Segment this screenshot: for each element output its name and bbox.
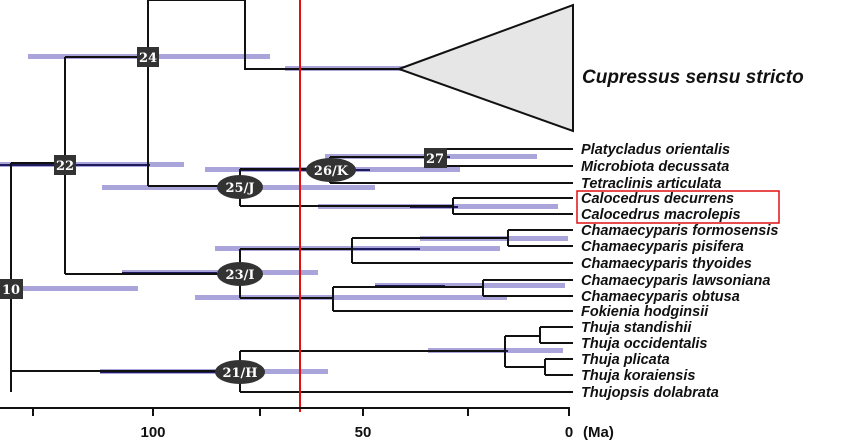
taxon-label: Calocedrus macrolepis xyxy=(581,207,741,223)
node-label: 22 xyxy=(56,159,74,174)
time-axis: 100 50 0 (Ma) xyxy=(0,407,614,441)
taxon-label: Fokienia hodginsii xyxy=(581,304,709,320)
taxon-label: Microbiota decussata xyxy=(581,159,729,175)
taxon-label: Thuja standishii xyxy=(581,320,692,336)
node-label: 10 xyxy=(2,283,20,298)
calocedrus-highlight-box xyxy=(576,190,780,224)
taxon-labels: Cupressus sensu stricto Platycladus orie… xyxy=(581,67,804,401)
taxon-label: Chamaecyparis lawsoniana xyxy=(581,273,770,289)
hpd-bar xyxy=(0,286,138,291)
node-label: 24 xyxy=(139,51,157,66)
node-label-ellipse xyxy=(215,360,265,384)
hpd-bar-core xyxy=(320,248,420,250)
taxon-label: Chamaecyparis pisifera xyxy=(581,239,744,255)
taxon-label: Chamaecyparis formosensis xyxy=(581,223,778,239)
node-label: 26/K xyxy=(314,164,349,179)
node-labels: 24 22 10 27 26/K 25/J 23/I 21/H xyxy=(0,47,447,384)
node-label: 23/I xyxy=(226,268,255,283)
taxon-label: Platycladus orientalis xyxy=(581,142,730,158)
taxon-label: Chamaecyparis thyoides xyxy=(581,256,752,272)
node-label-box xyxy=(54,155,76,175)
taxon-label: Chamaecyparis obtusa xyxy=(581,289,740,305)
node-label-ellipse xyxy=(217,175,263,199)
collapsed-clade-triangle xyxy=(396,3,574,133)
clade-label-cupressus: Cupressus sensu stricto xyxy=(582,67,804,88)
node-label-box xyxy=(0,279,23,299)
taxon-label: Thuja koraiensis xyxy=(581,368,695,384)
node-label: 27 xyxy=(426,152,444,167)
node-label-ellipse xyxy=(306,158,356,182)
axis-tick-label: 100 xyxy=(140,424,165,441)
hpd-bar xyxy=(375,283,565,288)
hpd-bar xyxy=(195,295,507,300)
taxon-label: Tetraclinis articulata xyxy=(581,176,722,192)
node-label-box xyxy=(137,47,159,67)
node-label: 25/J xyxy=(226,181,255,196)
taxon-label: Thuja plicata xyxy=(581,352,670,368)
taxon-label: Thuja occidentalis xyxy=(581,336,708,352)
axis-unit-label: (Ma) xyxy=(583,424,614,441)
node-label: 21/H xyxy=(222,366,257,381)
node-label-box xyxy=(424,148,447,168)
taxon-label: Thujopsis dolabrata xyxy=(581,385,719,401)
axis-tick-label: 0 xyxy=(565,424,573,441)
taxon-label: Calocedrus decurrens xyxy=(581,191,734,207)
node-label-ellipse xyxy=(217,262,263,286)
axis-tick-label: 50 xyxy=(355,424,372,441)
